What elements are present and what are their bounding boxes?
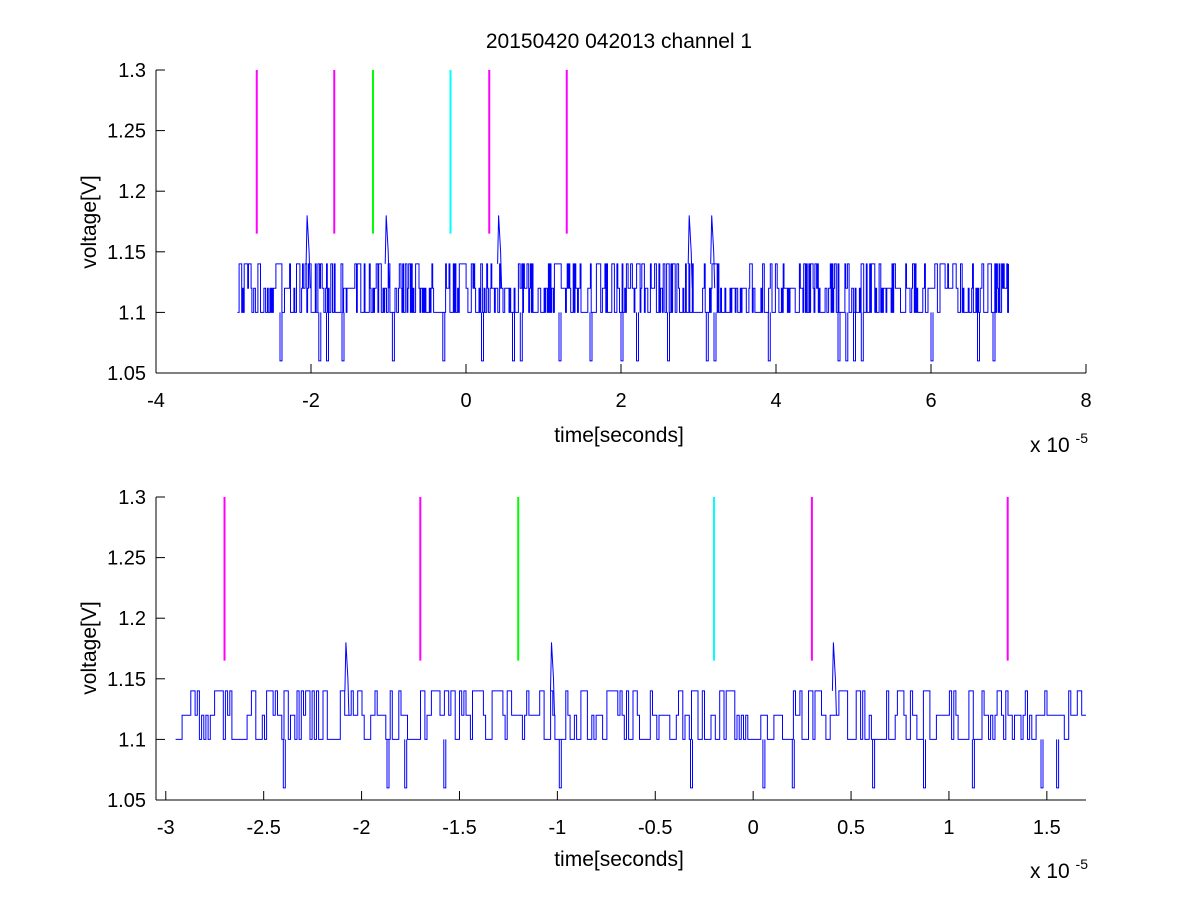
bottom-y-tick-label: 1.05 (107, 790, 146, 812)
top-tick-labels: -4 -2 0 2 4 6 8 1.05 1.1 1.15 1.2 1.25 1.3 (107, 60, 1092, 412)
top-x-multiplier-exponent: -5 (1076, 430, 1089, 446)
top-trace-layer (237, 215, 1009, 362)
bottom-axes (155, 496, 1086, 801)
bottom-y-tick-label: 1.3 (118, 487, 146, 509)
bottom-tick-labels: -3 -2.5 -2 -1.5 -1 -0.5 0 0.5 1 1.5 1.05 1.1 1.15 1.2… (107, 487, 1061, 839)
top-y-tick-label: 1.05 (107, 363, 146, 385)
bottom-y-axis-label: voltage[V] (78, 601, 101, 694)
top-y-axis-label: voltage[V] (78, 175, 101, 268)
bottom-x-tick-label: -3 (157, 817, 175, 839)
bottom-x-multiplier: x 10 -5 (1030, 856, 1088, 883)
top-x-tick-label: -2 (302, 390, 320, 412)
top-y-tick-label: 1.1 (118, 302, 146, 324)
bottom-x-multiplier-base: x 10 (1030, 860, 1070, 883)
bottom-x-tick-label: -0.5 (638, 817, 672, 839)
bottom-x-tick-label: -2 (353, 817, 371, 839)
bottom-x-tick-label: 1.5 (1033, 817, 1061, 839)
bottom-x-multiplier-exponent: -5 (1076, 856, 1089, 872)
top-y-tick-label: 1.15 (107, 242, 146, 264)
bottom-voltage-trace (175, 642, 1086, 789)
top-x-tick-label: 4 (770, 390, 781, 412)
bottom-x-tick-label: 1 (943, 817, 954, 839)
bottom-event-markers (223, 497, 1009, 661)
top-x-tick-label: 8 (1080, 390, 1091, 412)
top-x-tick-label: 0 (460, 390, 471, 412)
top-y-tick-label: 1.3 (118, 60, 146, 82)
bottom-x-tick-label: 0.5 (837, 817, 865, 839)
top-y-tick-label: 1.2 (118, 181, 146, 203)
bottom-subplot: -3 -2.5 -2 -1.5 -1 -0.5 0 0.5 1 1.5 1.05 1.1 1.15 1.2… (78, 487, 1088, 883)
bottom-trace-layer (175, 642, 1086, 789)
top-subplot: -4 -2 0 2 4 6 8 1.05 1.1 1.15 1.2 1.25 1.3 time[seco… (78, 60, 1092, 457)
bottom-x-tick-label: 0 (748, 817, 759, 839)
bottom-y-tick-label: 1.1 (118, 729, 146, 751)
figure-title: 20150420 042013 channel 1 (486, 30, 752, 53)
bottom-y-tick-label: 1.25 (107, 548, 146, 570)
bottom-x-tick-label: -1 (548, 817, 566, 839)
top-voltage-trace (237, 215, 1009, 362)
bottom-x-axis-label: time[seconds] (554, 848, 684, 871)
bottom-y-tick-label: 1.2 (118, 608, 146, 630)
top-event-markers (255, 70, 568, 234)
top-y-tick-label: 1.25 (107, 121, 146, 143)
top-x-multiplier: x 10 -5 (1030, 430, 1088, 457)
top-x-tick-label: 6 (925, 390, 936, 412)
bottom-x-tick-label: -1.5 (442, 817, 476, 839)
bottom-y-tick-label: 1.15 (107, 669, 146, 691)
top-x-axis-label: time[seconds] (554, 424, 684, 447)
bottom-x-tick-label: -2.5 (246, 817, 280, 839)
top-x-tick-label: 2 (615, 390, 626, 412)
top-x-multiplier-base: x 10 (1030, 434, 1070, 457)
top-axes (155, 69, 1087, 374)
top-x-tick-label: -4 (147, 390, 165, 412)
